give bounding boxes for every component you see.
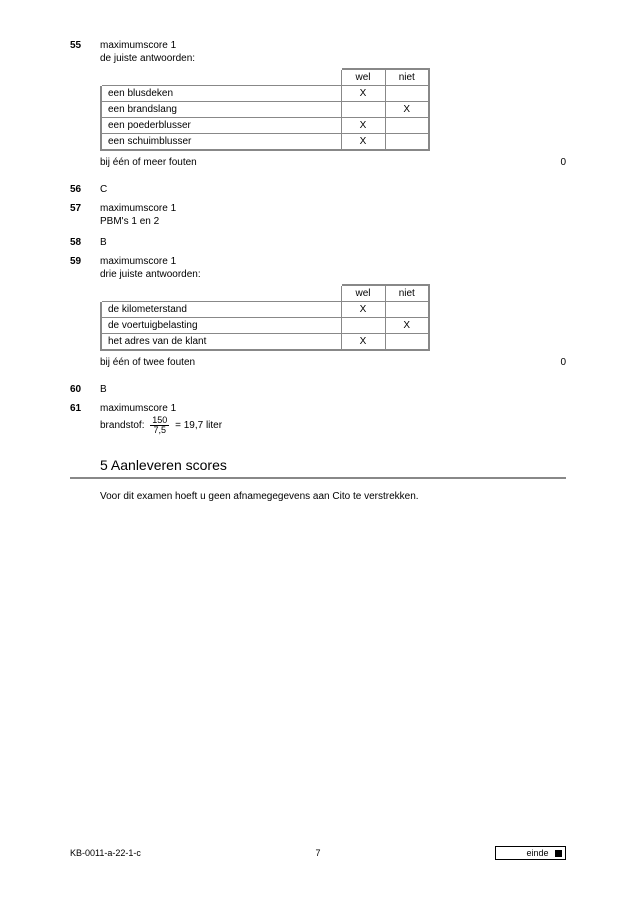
footer-right: einde	[401, 846, 566, 860]
qnum-59: 59	[70, 256, 100, 376]
th-niet: niet	[385, 69, 429, 86]
section-5-heading: 5 Aanleveren scores	[70, 457, 566, 473]
maxscore-57: maximumscore 1	[100, 203, 566, 214]
note-55: bij één of meer fouten	[100, 157, 546, 168]
footer-page-number: 7	[235, 848, 400, 858]
ans-58: B	[100, 237, 107, 248]
footer-left: KB-0011-a-22-1-c	[70, 848, 235, 858]
table-row: het adres van de klant X	[101, 334, 429, 351]
question-56: 56 C	[70, 184, 566, 195]
th-niet: niet	[385, 285, 429, 302]
qnum-55: 55	[70, 40, 100, 176]
end-marker-icon	[555, 850, 562, 857]
qnum-60: 60	[70, 384, 100, 395]
note-score-59: 0	[546, 357, 566, 368]
ans-56: C	[100, 184, 107, 195]
qnum-57: 57	[70, 203, 100, 229]
table-row: een poederblusser X	[101, 118, 429, 134]
question-58: 58 B	[70, 237, 566, 248]
calc-61: brandstof: 150 7,5 = 19,7 liter	[100, 416, 566, 435]
table-55: wel niet een blusdeken X een brandslang …	[100, 68, 430, 151]
table-row: de kilometerstand X	[101, 302, 429, 318]
page-footer: KB-0011-a-22-1-c 7 einde	[70, 846, 566, 860]
intro-55: de juiste antwoorden:	[100, 53, 566, 64]
th-wel: wel	[341, 285, 385, 302]
table-row: de voertuigbelasting X	[101, 318, 429, 334]
line-57: PBM's 1 en 2	[100, 216, 566, 227]
question-59: 59 maximumscore 1 drie juiste antwoorden…	[70, 256, 566, 376]
maxscore-61: maximumscore 1	[100, 403, 566, 414]
qnum-61: 61	[70, 403, 100, 437]
note-59: bij één of twee fouten	[100, 357, 546, 368]
maxscore-59: maximumscore 1	[100, 256, 566, 267]
section-5-text: Voor dit examen hoeft u geen afnamegegev…	[70, 491, 566, 502]
table-row: een schuimblusser X	[101, 134, 429, 151]
th-wel: wel	[341, 69, 385, 86]
table-row: een blusdeken X	[101, 86, 429, 102]
question-61: 61 maximumscore 1 brandstof: 150 7,5 = 1…	[70, 403, 566, 437]
ans-60: B	[100, 384, 107, 395]
question-60: 60 B	[70, 384, 566, 395]
question-55: 55 maximumscore 1 de juiste antwoorden: …	[70, 40, 566, 176]
qnum-56: 56	[70, 184, 100, 195]
note-score-55: 0	[546, 157, 566, 168]
qnum-58: 58	[70, 237, 100, 248]
table-row: een brandslang X	[101, 102, 429, 118]
fraction-61: 150 7,5	[150, 416, 169, 435]
question-57: 57 maximumscore 1 PBM's 1 en 2	[70, 203, 566, 229]
maxscore-55: maximumscore 1	[100, 40, 566, 51]
table-59: wel niet de kilometerstand X de voertuig…	[100, 284, 430, 351]
section-rule	[70, 477, 566, 479]
page-content: 55 maximumscore 1 de juiste antwoorden: …	[0, 0, 636, 502]
intro-59: drie juiste antwoorden:	[100, 269, 566, 280]
